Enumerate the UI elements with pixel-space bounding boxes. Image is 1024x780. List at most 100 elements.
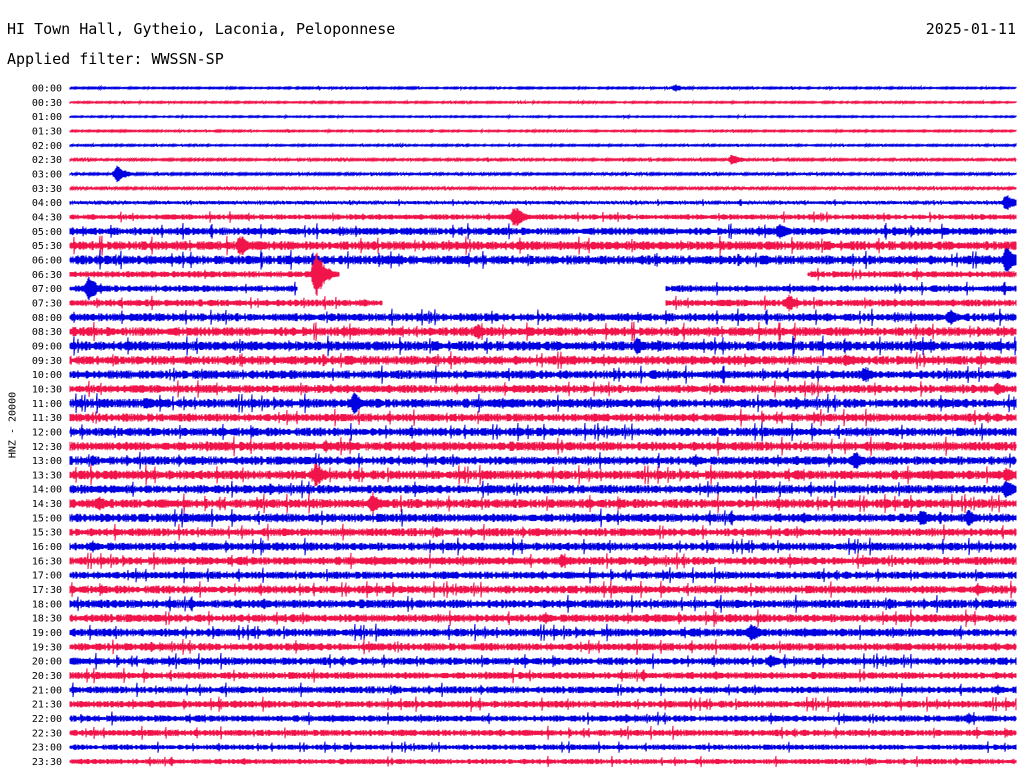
- trace-row-21:00: [69, 682, 1017, 698]
- trace-row-09:00: [69, 335, 1017, 357]
- row-time-label: 12:30: [32, 442, 62, 453]
- trace-row-03:00: [69, 165, 1017, 183]
- trace-row-23:00: [69, 741, 1017, 754]
- row-time-label: 20:00: [32, 657, 62, 668]
- row-time-label: 10:30: [32, 384, 62, 395]
- trace-row-04:30: [69, 207, 1017, 227]
- row-time-label: 17:00: [32, 571, 62, 582]
- row-time-label: 10:00: [32, 370, 62, 381]
- row-time-label: 14:30: [32, 499, 62, 510]
- trace-row-19:00: [69, 623, 1017, 642]
- row-time-label: 01:00: [32, 112, 62, 123]
- trace-row-13:00: [69, 451, 1017, 470]
- trace-row-02:30: [69, 154, 1017, 165]
- row-time-label: 07:30: [32, 298, 62, 309]
- row-time-label: 03:30: [32, 184, 62, 195]
- station-title: HI Town Hall, Gytheio, Laconia, Peloponn…: [7, 20, 396, 38]
- trace-row-17:30: [69, 580, 1017, 599]
- row-time-label: 08:00: [32, 313, 62, 324]
- row-time-label: 18:00: [32, 599, 62, 610]
- trace-row-15:00: [69, 508, 1017, 528]
- row-time-label: 08:30: [32, 327, 62, 338]
- row-time-label: 04:30: [32, 212, 62, 223]
- row-time-label: 15:00: [32, 513, 62, 524]
- trace-row-05:00: [69, 222, 1017, 240]
- row-time-label: 11:00: [32, 399, 62, 410]
- row-time-label: 17:30: [32, 585, 62, 596]
- row-time-label: 16:30: [32, 556, 62, 567]
- row-time-label: 21:00: [32, 685, 62, 696]
- trace-row-18:00: [69, 594, 1017, 613]
- trace-row-12:00: [69, 422, 1017, 442]
- trace-row-00:00: [69, 84, 1017, 92]
- row-time-label: 20:30: [32, 671, 62, 682]
- row-time-label: 02:00: [32, 141, 62, 152]
- trace-row-08:00: [69, 308, 1017, 327]
- trace-row-07:30: [69, 294, 1017, 312]
- trace-row-11:00: [69, 392, 1017, 414]
- trace-row-14:30: [69, 492, 1017, 516]
- row-time-label: 01:30: [32, 126, 62, 137]
- row-time-label: 11:30: [32, 413, 62, 424]
- row-time-label: 19:30: [32, 642, 62, 653]
- trace-row-02:00: [69, 141, 1017, 149]
- row-time-label: 05:00: [32, 227, 62, 238]
- row-time-label: 18:30: [32, 614, 62, 625]
- trace-row-19:30: [69, 638, 1017, 655]
- trace-row-12:30: [69, 436, 1017, 457]
- trace-row-16:00: [69, 537, 1017, 556]
- trace-row-06:30: [69, 252, 1017, 296]
- trace-row-16:30: [69, 552, 1017, 570]
- row-time-label: 22:00: [32, 714, 62, 725]
- trace-row-01:30: [69, 127, 1017, 135]
- trace-row-20:00: [69, 652, 1017, 670]
- row-time-label: 14:00: [32, 485, 62, 496]
- trace-row-17:00: [69, 566, 1017, 584]
- trace-row-15:30: [69, 523, 1017, 541]
- row-time-label: 13:00: [32, 456, 62, 467]
- trace-row-05:30: [69, 235, 1017, 256]
- row-time-label: 12:00: [32, 427, 62, 438]
- row-time-label: 03:00: [32, 169, 62, 180]
- trace-row-22:00: [69, 711, 1017, 726]
- trace-row-18:30: [69, 609, 1017, 628]
- trace-row-03:30: [69, 185, 1017, 192]
- trace-row-01:00: [69, 113, 1017, 120]
- row-time-label: 07:00: [32, 284, 62, 295]
- trace-row-13:30: [69, 463, 1017, 486]
- trace-row-10:00: [69, 365, 1017, 384]
- trace-row-06:00: [69, 248, 1017, 272]
- trace-row-14:00: [69, 479, 1017, 499]
- row-time-label: 13:30: [32, 470, 62, 481]
- trace-row-07:00: [69, 276, 1017, 301]
- trace-row-20:30: [69, 667, 1017, 684]
- trace-row-11:30: [69, 408, 1017, 427]
- row-time-label: 02:30: [32, 155, 62, 166]
- row-time-label: 09:30: [32, 356, 62, 367]
- row-time-label: 04:00: [32, 198, 62, 209]
- trace-row-00:30: [69, 99, 1017, 106]
- row-time-label: 06:30: [32, 270, 62, 281]
- trace-row-23:30: [69, 755, 1017, 768]
- trace-row-08:30: [69, 321, 1017, 342]
- trace-row-10:30: [69, 380, 1017, 398]
- row-time-label: 21:30: [32, 700, 62, 711]
- row-time-label: 15:30: [32, 528, 62, 539]
- row-time-label: 00:00: [32, 84, 62, 95]
- trace-row-09:30: [69, 351, 1017, 370]
- row-time-label: 19:00: [32, 628, 62, 639]
- trace-row-21:30: [69, 696, 1017, 712]
- trace-row-22:30: [69, 725, 1017, 740]
- row-time-label: 23:00: [32, 743, 62, 754]
- trace-row-04:00: [69, 195, 1017, 210]
- date-label: 2025-01-11: [925, 20, 1016, 38]
- row-time-label: 05:30: [32, 241, 62, 252]
- row-time-label: 16:00: [32, 542, 62, 553]
- filter-label: Applied filter: WWSSN-SP: [7, 50, 224, 68]
- row-time-label: 00:30: [32, 98, 62, 109]
- row-time-label: 22:30: [32, 728, 62, 739]
- row-time-label: 23:30: [32, 757, 62, 768]
- row-time-label: 09:00: [32, 341, 62, 352]
- row-time-label: 06:00: [32, 255, 62, 266]
